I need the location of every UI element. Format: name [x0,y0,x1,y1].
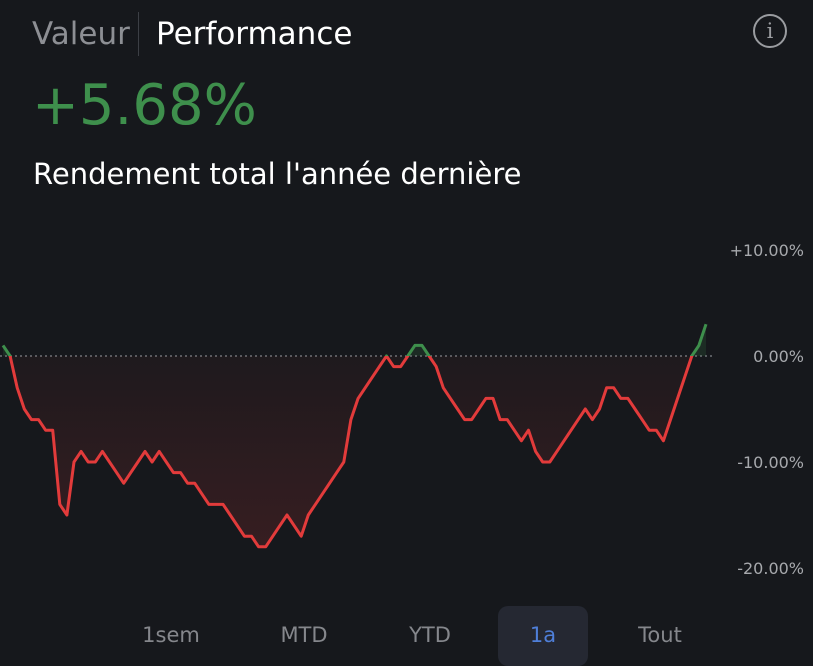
y-tick-label: +10.00% [730,241,804,260]
y-tick-labels: +10.00% 0.00% -10.00% -20.00% [730,241,804,578]
performance-chart: +10.00% 0.00% -10.00% -20.00% [0,241,804,578]
view-tabs: Valeur Performance i [0,0,813,70]
range-ytd[interactable]: YTD [409,623,451,647]
range-mtd[interactable]: MTD [280,623,328,647]
tab-performance[interactable]: Performance [156,16,353,52]
tab-divider [138,12,139,56]
series-line-negative [8,356,694,549]
range-tout[interactable]: Tout [638,623,682,647]
range-1a[interactable]: 1a [498,606,588,666]
info-icon[interactable]: i [753,14,787,48]
y-tick-label: -20.00% [737,559,804,578]
y-tick-label: 0.00% [753,347,804,366]
series-layer [1,323,708,549]
range-1sem[interactable]: 1sem [142,623,200,647]
tab-valeur[interactable]: Valeur [32,16,130,52]
negative-area [3,356,706,547]
total-return-description: Rendement total l'année dernière [33,157,522,191]
y-tick-label: -10.00% [737,453,804,472]
time-range-selector: 1sem MTD YTD 1a Tout [0,606,813,666]
total-return-value: +5.68% [32,73,257,138]
